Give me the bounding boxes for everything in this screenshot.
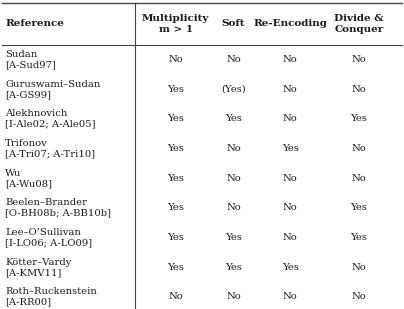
Text: No: No bbox=[283, 55, 297, 64]
Text: Guruswami–Sudan
[A-GS99]: Guruswami–Sudan [A-GS99] bbox=[5, 80, 101, 99]
Text: No: No bbox=[283, 292, 297, 302]
Text: Roth–Ruckenstein
[A-RR00]: Roth–Ruckenstein [A-RR00] bbox=[5, 287, 97, 307]
Text: Divide &
Conquer: Divide & Conquer bbox=[334, 14, 383, 34]
Text: Wu
[A-Wu08]: Wu [A-Wu08] bbox=[5, 169, 52, 188]
Text: Yes: Yes bbox=[225, 114, 242, 124]
Text: No: No bbox=[351, 85, 366, 94]
Text: Yes: Yes bbox=[282, 263, 299, 272]
Text: No: No bbox=[226, 203, 241, 213]
Text: Sudan
[A-Sud97]: Sudan [A-Sud97] bbox=[5, 50, 56, 69]
Text: Trifonov
[A-Tri07; A-Tri10]: Trifonov [A-Tri07; A-Tri10] bbox=[5, 139, 95, 158]
Text: Alekhnovich
[I-Ale02; A-Ale05]: Alekhnovich [I-Ale02; A-Ale05] bbox=[5, 109, 96, 129]
Text: Yes: Yes bbox=[167, 174, 184, 183]
Text: No: No bbox=[226, 174, 241, 183]
Text: Yes: Yes bbox=[282, 144, 299, 153]
Text: No: No bbox=[351, 55, 366, 64]
Text: No: No bbox=[283, 85, 297, 94]
Text: No: No bbox=[226, 144, 241, 153]
Text: No: No bbox=[226, 55, 241, 64]
Text: Reference: Reference bbox=[5, 19, 64, 28]
Text: Yes: Yes bbox=[167, 233, 184, 242]
Text: No: No bbox=[168, 292, 183, 302]
Text: Yes: Yes bbox=[167, 114, 184, 124]
Text: No: No bbox=[283, 174, 297, 183]
Text: Yes: Yes bbox=[167, 263, 184, 272]
Text: No: No bbox=[283, 114, 297, 124]
Text: Yes: Yes bbox=[167, 85, 184, 94]
Text: Yes: Yes bbox=[225, 233, 242, 242]
Text: Soft: Soft bbox=[222, 19, 245, 28]
Text: Yes: Yes bbox=[225, 263, 242, 272]
Text: No: No bbox=[168, 55, 183, 64]
Text: (Yes): (Yes) bbox=[221, 85, 246, 94]
Text: No: No bbox=[283, 203, 297, 213]
Text: Yes: Yes bbox=[350, 233, 367, 242]
Text: Yes: Yes bbox=[350, 203, 367, 213]
Text: No: No bbox=[351, 263, 366, 272]
Text: Yes: Yes bbox=[167, 144, 184, 153]
Text: Re-Encoding: Re-Encoding bbox=[253, 19, 327, 28]
Text: No: No bbox=[283, 233, 297, 242]
Text: No: No bbox=[351, 144, 366, 153]
Text: Yes: Yes bbox=[167, 203, 184, 213]
Text: Yes: Yes bbox=[350, 114, 367, 124]
Text: Multiplicity
m > 1: Multiplicity m > 1 bbox=[142, 14, 209, 34]
Text: Lee–O’Sullivan
[I-LO06; A-LO09]: Lee–O’Sullivan [I-LO06; A-LO09] bbox=[5, 228, 93, 247]
Text: No: No bbox=[351, 174, 366, 183]
Text: No: No bbox=[351, 292, 366, 302]
Text: Kötter–Vardy
[A-KMV11]: Kötter–Vardy [A-KMV11] bbox=[5, 258, 72, 277]
Text: Beelen–Brander
[O-BH08b; A-BB10b]: Beelen–Brander [O-BH08b; A-BB10b] bbox=[5, 198, 111, 218]
Text: No: No bbox=[226, 292, 241, 302]
